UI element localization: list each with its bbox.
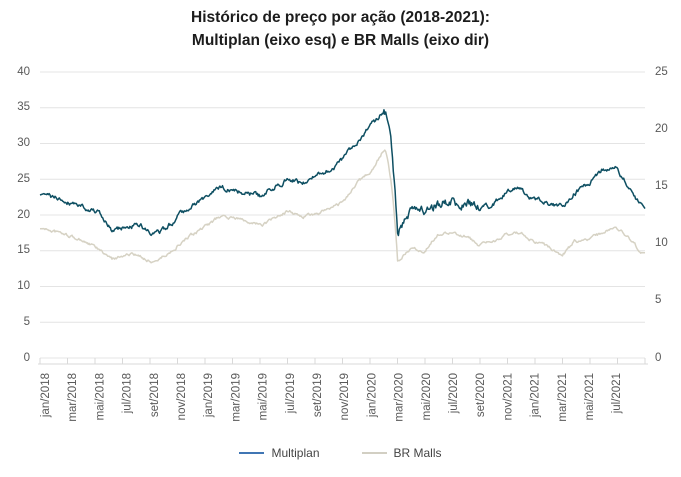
legend-line-swatch xyxy=(361,452,387,454)
legend-line-swatch xyxy=(239,452,265,454)
x-tick-label: mar/2019 xyxy=(230,373,242,422)
chart-title-block: Histórico de preço por ação (2018-2021):… xyxy=(0,6,681,52)
legend-item-br-malls: BR Malls xyxy=(361,446,442,460)
y-tick-label-left: 10 xyxy=(17,280,30,292)
y-tick-label-left: 15 xyxy=(17,244,30,256)
y-tick-label-right: 20 xyxy=(655,123,668,135)
x-tick-label: jan/2020 xyxy=(366,373,378,418)
legend: Multiplan BR Malls xyxy=(0,446,681,460)
x-tick-label: mai/2021 xyxy=(584,373,596,420)
x-tick-label: jan/2021 xyxy=(530,373,542,418)
y-tick-label-left: 5 xyxy=(23,316,30,328)
y-tick-label-left: 30 xyxy=(17,137,30,149)
x-tick-label: set/2018 xyxy=(149,373,161,417)
y-tick-label-left: 40 xyxy=(17,66,30,78)
x-tick-label: mar/2018 xyxy=(67,373,79,422)
legend-label: Multiplan xyxy=(271,446,320,460)
y-tick-label-right: 25 xyxy=(655,66,668,78)
y-tick-label-right: 15 xyxy=(655,180,668,192)
x-tick-label: jul/2021 xyxy=(611,373,623,414)
x-tick-label: jul/2019 xyxy=(285,373,297,414)
y-tick-label-right: 5 xyxy=(655,294,662,306)
legend-item-multiplan: Multiplan xyxy=(239,446,320,460)
y-tick-label-left: 35 xyxy=(17,101,30,113)
y-tick-label-right: 10 xyxy=(655,237,668,249)
chart-title: Histórico de preço por ação (2018-2021): xyxy=(191,9,490,26)
series-line-multiplan xyxy=(39,109,646,237)
x-tick-label: mar/2021 xyxy=(557,373,569,422)
x-tick-label: set/2020 xyxy=(475,373,487,417)
legend-label: BR Malls xyxy=(393,446,442,460)
y-tick-label-left: 0 xyxy=(23,352,30,364)
x-tick-label: jul/2018 xyxy=(122,373,134,414)
x-tick-label: jan/2018 xyxy=(40,373,52,418)
x-tick-label: mai/2018 xyxy=(94,373,106,420)
x-tick-label: jan/2019 xyxy=(203,373,215,418)
y-tick-label-left: 25 xyxy=(17,173,30,185)
chart-subtitle: Multiplan (eixo esq) e BR Malls (eixo di… xyxy=(191,32,490,49)
x-tick-label: nov/2021 xyxy=(502,373,514,420)
x-tick-label: mai/2020 xyxy=(421,373,433,420)
x-tick-label: nov/2019 xyxy=(339,373,351,420)
x-tick-label: set/2019 xyxy=(312,373,324,417)
x-tick-label: nov/2018 xyxy=(176,373,188,420)
series-line-br-malls xyxy=(39,149,646,264)
y-tick-label-left: 20 xyxy=(17,209,30,221)
x-tick-label: mar/2020 xyxy=(394,373,406,422)
x-tick-label: jul/2020 xyxy=(448,373,460,414)
y-tick-label-right: 0 xyxy=(655,352,662,364)
x-tick-label: mai/2019 xyxy=(258,373,270,420)
